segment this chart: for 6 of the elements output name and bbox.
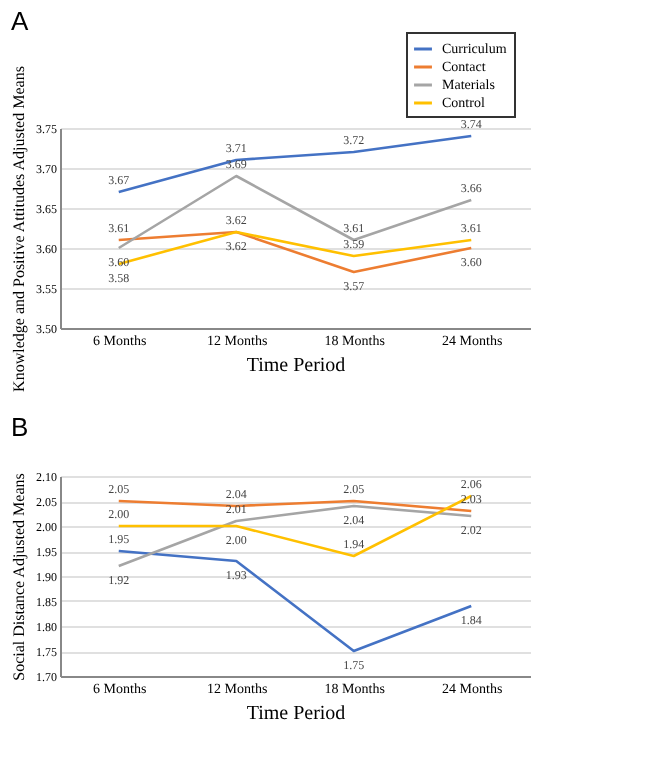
y-axis-title: Knowledge and Positive Attitudes Adjusted Means xyxy=(10,66,28,392)
chart-title: B xyxy=(11,412,29,442)
x-axis-title: Time Period xyxy=(246,355,346,377)
x-axis-title: Time Period xyxy=(246,703,346,725)
y-axis-title: Social Distance Adjusted Means xyxy=(10,473,28,681)
chart-title: A xyxy=(11,6,29,37)
